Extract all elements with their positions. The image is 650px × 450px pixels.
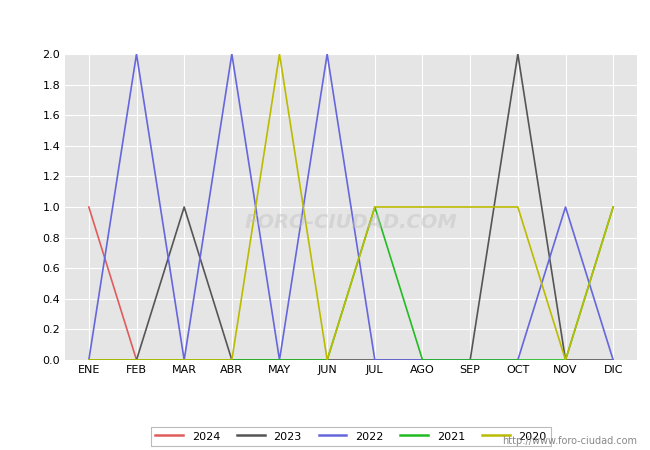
Text: FORO-CIUDAD.COM: FORO-CIUDAD.COM <box>244 213 458 232</box>
Text: http://www.foro-ciudad.com: http://www.foro-ciudad.com <box>502 436 637 446</box>
Legend: 2024, 2023, 2022, 2021, 2020: 2024, 2023, 2022, 2021, 2020 <box>151 427 551 446</box>
Text: Matriculaciones de Vehiculos en Villán de Tordesillas: Matriculaciones de Vehiculos en Villán d… <box>108 14 542 32</box>
